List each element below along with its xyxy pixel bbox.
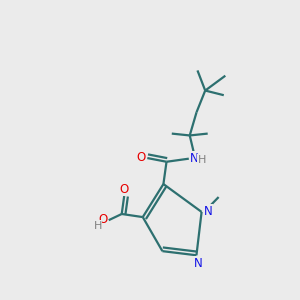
- Text: N: N: [204, 205, 213, 218]
- Text: H: H: [198, 155, 206, 165]
- Text: N: N: [190, 152, 199, 164]
- Text: N: N: [194, 256, 202, 269]
- Text: O: O: [136, 151, 146, 164]
- Text: O: O: [120, 183, 129, 196]
- Text: O: O: [98, 213, 108, 226]
- Text: H: H: [93, 221, 102, 231]
